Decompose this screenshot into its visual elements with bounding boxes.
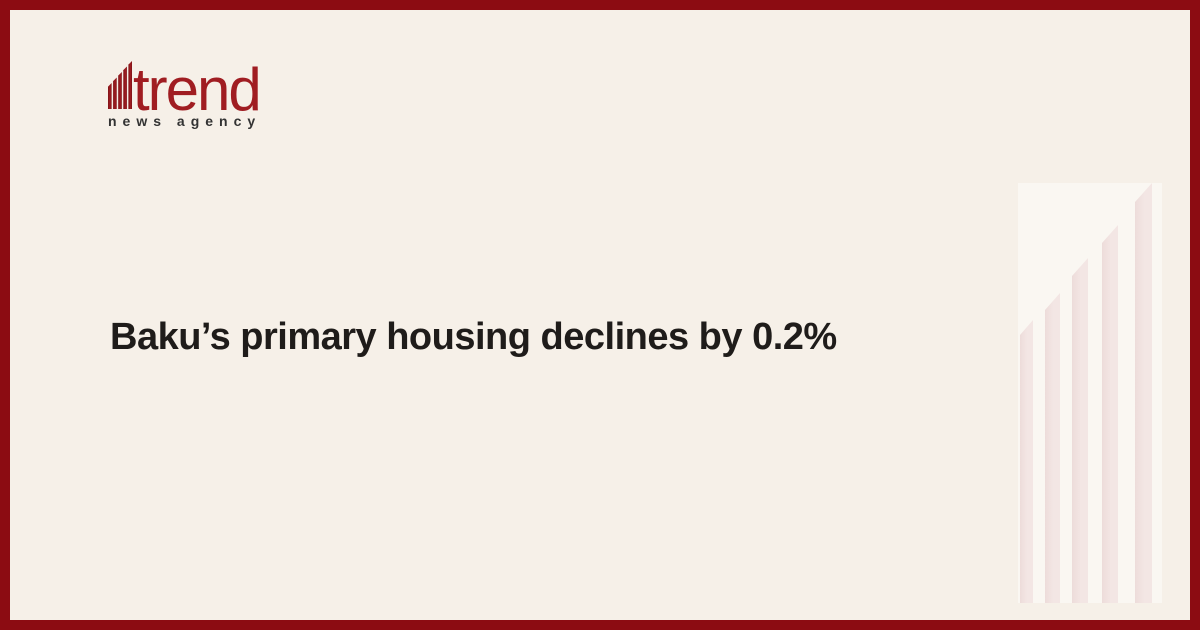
trend-bars-watermark — [1018, 183, 1162, 603]
trend-logo: trend news agency — [108, 56, 262, 129]
trend-logo-row: trend — [108, 56, 262, 123]
trend-logo-wordmark: trend — [133, 56, 262, 123]
trend-logo-subtext: news agency — [108, 113, 262, 129]
headline: Baku’s primary housing declines by 0.2% — [110, 316, 837, 358]
trend-bars-icon — [108, 61, 132, 109]
